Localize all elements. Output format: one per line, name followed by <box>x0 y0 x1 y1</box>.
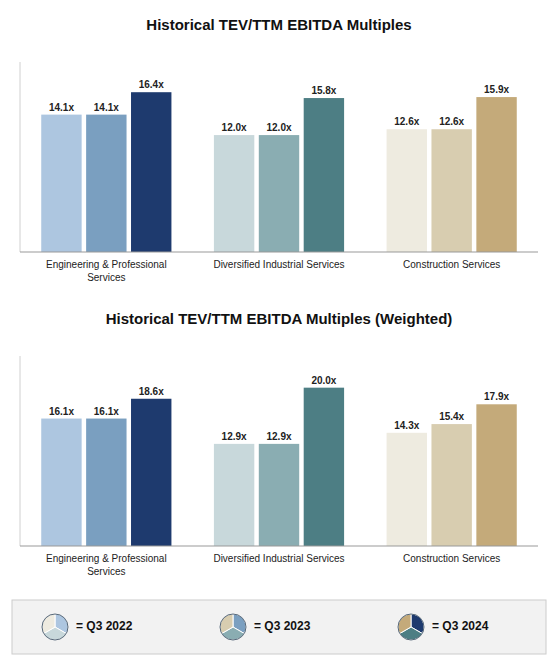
bar: = Q3 2022 <box>387 433 427 546</box>
data-label: 18.6x <box>139 386 164 397</box>
bar: = Q3 2023 <box>259 135 299 252</box>
category-label: Construction Services <box>403 553 500 564</box>
category-label: Construction Services <box>403 259 500 270</box>
bar: = Q3 2024 <box>476 97 516 252</box>
bar: = Q3 2023 <box>86 115 126 252</box>
data-label: 14.1x <box>49 102 74 113</box>
legend-label: = Q3 2024 <box>432 619 489 633</box>
data-label: 20.0x <box>311 375 336 386</box>
data-label: 12.9x <box>222 431 247 442</box>
data-label: 17.9x <box>484 391 509 402</box>
y-axis-line <box>20 356 21 546</box>
data-label: 16.1x <box>49 406 74 417</box>
legend-swatch <box>220 614 233 634</box>
legend-swatch-outline <box>42 614 68 640</box>
bars: = Q3 2022= Q3 2023= Q3 2024= Q3 2022= Q3… <box>41 388 517 546</box>
category-label: Diversified Industrial Services <box>213 553 344 564</box>
legend-box <box>12 600 546 654</box>
data-label: 12.6x <box>439 116 464 127</box>
bar: = Q3 2024 <box>304 388 344 546</box>
chart-figure: Historical TEV/TTM EBITDA Multiples = Q3 … <box>0 0 558 664</box>
category-label: Engineering & ProfessionalServices <box>46 259 167 283</box>
category-label: Diversified Industrial Services <box>213 259 344 270</box>
data-label: 15.8x <box>311 85 336 96</box>
bar: = Q3 2022 <box>387 129 427 252</box>
bar: = Q3 2022 <box>214 444 254 546</box>
bar: = Q3 2022 <box>41 419 81 546</box>
bar: = Q3 2024 <box>131 92 171 252</box>
bar: = Q3 2023 <box>431 129 471 252</box>
data-label: 15.4x <box>439 411 464 422</box>
data-label: 12.6x <box>394 116 419 127</box>
legend-label: = Q3 2022 <box>76 619 133 633</box>
legend-swatch-outline <box>220 614 246 640</box>
chart: Historical TEV/TTM EBITDA Multiples (Wei… <box>20 310 538 577</box>
data-label: 12.0x <box>266 122 291 133</box>
legend-swatch-outline <box>398 614 424 640</box>
bar: = Q3 2023 <box>431 424 471 546</box>
legend-swatch <box>42 614 55 634</box>
data-label: 15.9x <box>484 84 509 95</box>
bar: = Q3 2023 <box>86 419 126 546</box>
baseline <box>20 546 538 547</box>
category-label: Engineering & ProfessionalServices <box>46 553 167 577</box>
legend-label: = Q3 2023 <box>254 619 311 633</box>
data-label: 16.1x <box>94 406 119 417</box>
baseline <box>20 252 538 253</box>
data-label: 14.1x <box>94 102 119 113</box>
legend: = Q3 2022 = Q3 2023 = Q3 2024 <box>12 600 546 654</box>
chart-title: Historical TEV/TTM EBITDA Multiples (Wei… <box>106 310 453 327</box>
data-label: 12.9x <box>266 431 291 442</box>
data-labels: 16.1x 16.1x 18.6x 12.9x 12.9x 20.0x 14.3x 15.4x… <box>49 375 510 442</box>
y-axis-line <box>20 62 21 252</box>
bar: = Q3 2024 <box>131 399 171 546</box>
bar: = Q3 2024 <box>304 98 344 252</box>
bar: = Q3 2024 <box>476 404 516 546</box>
bar: = Q3 2022 <box>41 115 81 252</box>
data-label: 12.0x <box>222 122 247 133</box>
bar: = Q3 2023 <box>259 444 299 546</box>
data-label: 16.4x <box>139 79 164 90</box>
data-labels: 14.1x 14.1x 16.4x 12.0x 12.0x 15.8x 12.6x 12.6x… <box>49 79 510 133</box>
bar: = Q3 2022 <box>214 135 254 252</box>
data-label: 14.3x <box>394 420 419 431</box>
chart-title: Historical TEV/TTM EBITDA Multiples <box>146 16 411 33</box>
legend-swatch <box>398 614 411 634</box>
chart: Historical TEV/TTM EBITDA Multiples = Q3 … <box>20 16 538 283</box>
bars: = Q3 2022= Q3 2023= Q3 2024= Q3 2022= Q3… <box>41 92 517 252</box>
